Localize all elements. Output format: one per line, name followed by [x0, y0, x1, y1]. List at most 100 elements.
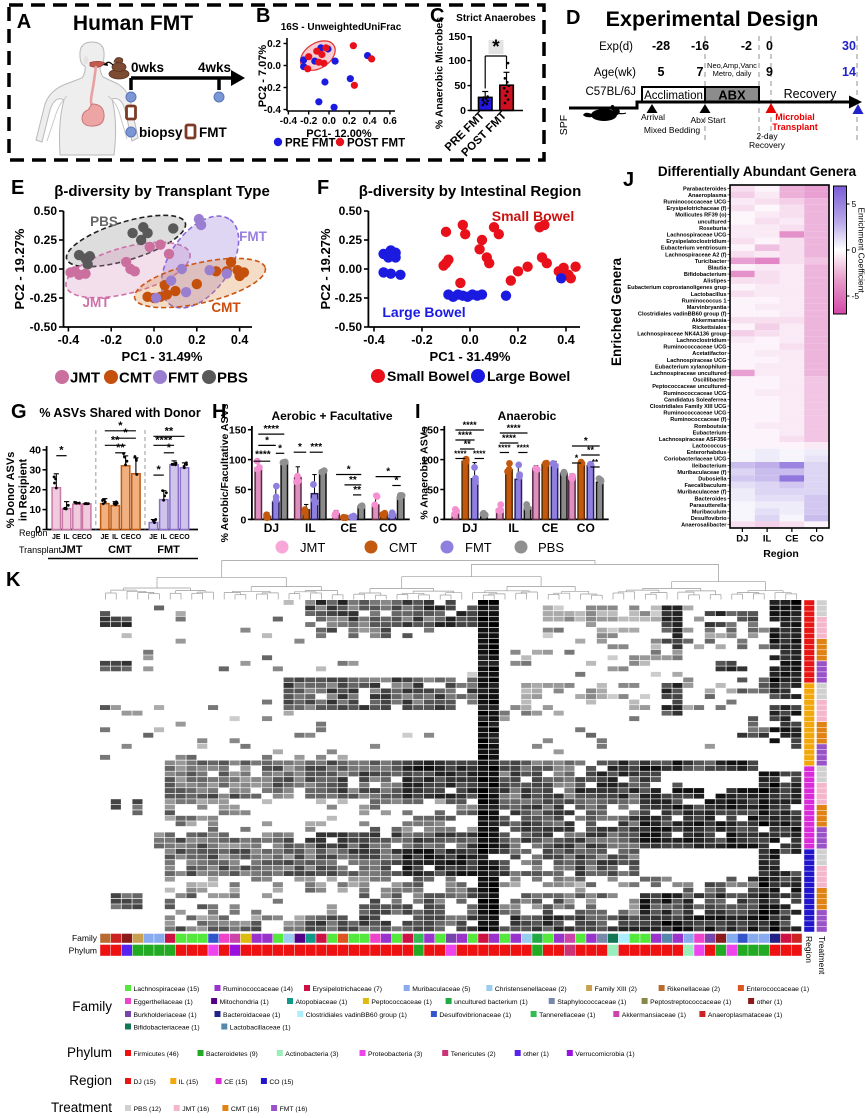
svg-text:uncultured: uncultured [698, 219, 727, 225]
svg-text:100: 100 [421, 455, 439, 467]
svg-text:-28: -28 [652, 39, 670, 53]
svg-text:*: * [492, 37, 500, 58]
svg-text:E: E [11, 177, 24, 199]
svg-text:Tannerellaceae (1): Tannerellaceae (1) [539, 1012, 595, 1019]
svg-text:0.00: 0.00 [34, 262, 58, 276]
svg-text:Ileibacterium: Ileibacterium [692, 463, 727, 469]
svg-text:Dubosiella: Dubosiella [698, 477, 727, 483]
svg-text:Turicibacter: Turicibacter [695, 259, 727, 265]
svg-text:I: I [415, 401, 421, 423]
svg-text:0.00: 0.00 [339, 262, 363, 276]
svg-text:Tenericutes (2): Tenericutes (2) [451, 1051, 496, 1058]
svg-text:CE (15): CE (15) [224, 1079, 247, 1086]
svg-text:Recovery: Recovery [784, 87, 838, 101]
svg-text:150: 150 [421, 425, 439, 437]
svg-text:Lachnospiraceae ASF356: Lachnospiraceae ASF356 [659, 437, 727, 443]
svg-text:Erysipelotrichaceae (f): Erysipelotrichaceae (f) [666, 206, 726, 212]
svg-text:Abx Start: Abx Start [691, 115, 727, 125]
svg-text:-0.2: -0.2 [100, 333, 122, 347]
svg-text:FMT: FMT [157, 544, 180, 556]
svg-text:-16: -16 [691, 39, 709, 53]
svg-text:*: * [347, 465, 351, 476]
svg-text:100: 100 [448, 55, 466, 67]
svg-text:CE: CE [340, 521, 357, 535]
svg-text:Lactobacillus: Lactobacillus [691, 292, 727, 298]
svg-text:Coriobacterlaceae UCG: Coriobacterlaceae UCG [664, 457, 727, 463]
svg-text:Clostridiales vadinBB60 group: Clostridiales vadinBB60 group (1) [306, 1012, 407, 1019]
svg-text:Mixed Bedding: Mixed Bedding [644, 125, 701, 135]
svg-text:Lachnoclostridium: Lachnoclostridium [676, 338, 726, 344]
svg-text:*: * [118, 420, 123, 432]
svg-text:0: 0 [35, 524, 41, 536]
svg-text:0.25: 0.25 [34, 233, 58, 247]
svg-text:16S - UnweightedUniFrac: 16S - UnweightedUniFrac [281, 22, 402, 33]
svg-text:0.50: 0.50 [339, 204, 363, 218]
svg-text:*: * [123, 427, 128, 439]
svg-text:*: * [59, 445, 64, 457]
svg-text:Region: Region [763, 548, 799, 560]
svg-text:JMT: JMT [70, 370, 100, 387]
svg-text:0.6: 0.6 [383, 116, 397, 127]
svg-text:PBS: PBS [90, 214, 118, 229]
svg-text:PC1 - 31.49%: PC1 - 31.49% [122, 349, 203, 364]
svg-text:**: ** [592, 458, 599, 467]
svg-text:*: * [584, 436, 588, 447]
svg-text:FMT: FMT [168, 370, 199, 387]
svg-text:*: * [265, 435, 269, 446]
svg-text:Anaerosalibacter: Anaerosalibacter [681, 523, 727, 529]
svg-text:% Aerobic/Facultative ASVs: % Aerobic/Facultative ASVs [219, 403, 231, 542]
svg-text:CMT (16): CMT (16) [231, 1106, 260, 1113]
svg-text:Large Bowel: Large Bowel [382, 304, 465, 320]
svg-text:CMT: CMT [119, 370, 152, 387]
svg-text:Experimental Design: Experimental Design [606, 7, 819, 31]
svg-text:CMT: CMT [389, 540, 417, 555]
svg-text:Clostridiales Family XIII UCG: Clostridiales Family XIII UCG [650, 404, 727, 410]
svg-text:0: 0 [460, 105, 466, 117]
svg-text:other (1): other (1) [523, 1051, 549, 1058]
svg-text:**: ** [165, 425, 174, 437]
svg-text:JMT (16): JMT (16) [182, 1106, 209, 1113]
svg-text:Region: Region [19, 528, 48, 538]
svg-text:Anaerobic: Anaerobic [498, 409, 557, 423]
svg-text:B: B [256, 5, 270, 27]
svg-text:Ruminococcus 1: Ruminococcus 1 [682, 298, 727, 304]
svg-text:% Donor ASVs: % Donor ASVs [5, 452, 17, 529]
svg-text:Eubacterium: Eubacterium [693, 430, 727, 436]
svg-text:0.50: 0.50 [34, 204, 58, 218]
svg-text:Rickettsiales: Rickettsiales [692, 325, 726, 331]
svg-text:50: 50 [454, 80, 466, 92]
svg-text:IL: IL [161, 534, 168, 541]
svg-text:Lactobacillaceae (1): Lactobacillaceae (1) [230, 1025, 291, 1032]
svg-text:****: **** [507, 423, 522, 433]
svg-text:0.0: 0.0 [461, 333, 478, 347]
svg-text:PC1- 12.00%: PC1- 12.00% [306, 128, 372, 140]
svg-text:% Anaerobic ASVs: % Anaerobic ASVs [419, 426, 431, 519]
svg-text:5: 5 [852, 199, 857, 209]
svg-text:Eubacterium coprostanoligenes: Eubacterium coprostanoligenes grup [627, 285, 727, 291]
svg-text:0: 0 [852, 245, 857, 255]
svg-text:-0.50: -0.50 [335, 320, 363, 334]
svg-text:biopsy: biopsy [139, 125, 183, 140]
svg-text:JMT: JMT [300, 540, 325, 555]
svg-text:Peptostreptococcaceae (1): Peptostreptococcaceae (1) [650, 999, 731, 1006]
svg-text:FMT: FMT [199, 125, 227, 140]
svg-text:D: D [566, 7, 580, 29]
svg-text:CE: CE [785, 534, 798, 545]
svg-text:Small Bowel: Small Bowel [492, 208, 574, 224]
svg-text:0.2: 0.2 [188, 333, 205, 347]
svg-text:Family: Family [72, 933, 98, 943]
svg-text:Lachnospiraceae NK4A136 group: Lachnospiraceae NK4A136 group [637, 331, 727, 337]
svg-text:Bifidobacteriaceae (1): Bifidobacteriaceae (1) [134, 1025, 200, 1032]
svg-text:Erysipelotrichaceae (7): Erysipelotrichaceae (7) [313, 986, 383, 993]
svg-text:50: 50 [235, 485, 247, 497]
svg-text:Muribaculaceae (f): Muribaculaceae (f) [677, 490, 726, 496]
svg-text:IL: IL [763, 534, 772, 545]
svg-text:DJ (15): DJ (15) [134, 1079, 156, 1086]
svg-text:**: ** [587, 445, 595, 455]
svg-text:Ruminococcaceae UCG: Ruminococcaceae UCG [663, 391, 726, 397]
svg-text:0.0: 0.0 [145, 333, 162, 347]
svg-text:Bifidobacterium: Bifidobacterium [684, 272, 727, 278]
svg-text:5: 5 [658, 65, 665, 79]
svg-text:CO: CO [81, 534, 92, 541]
svg-text:ABX: ABX [718, 88, 746, 103]
